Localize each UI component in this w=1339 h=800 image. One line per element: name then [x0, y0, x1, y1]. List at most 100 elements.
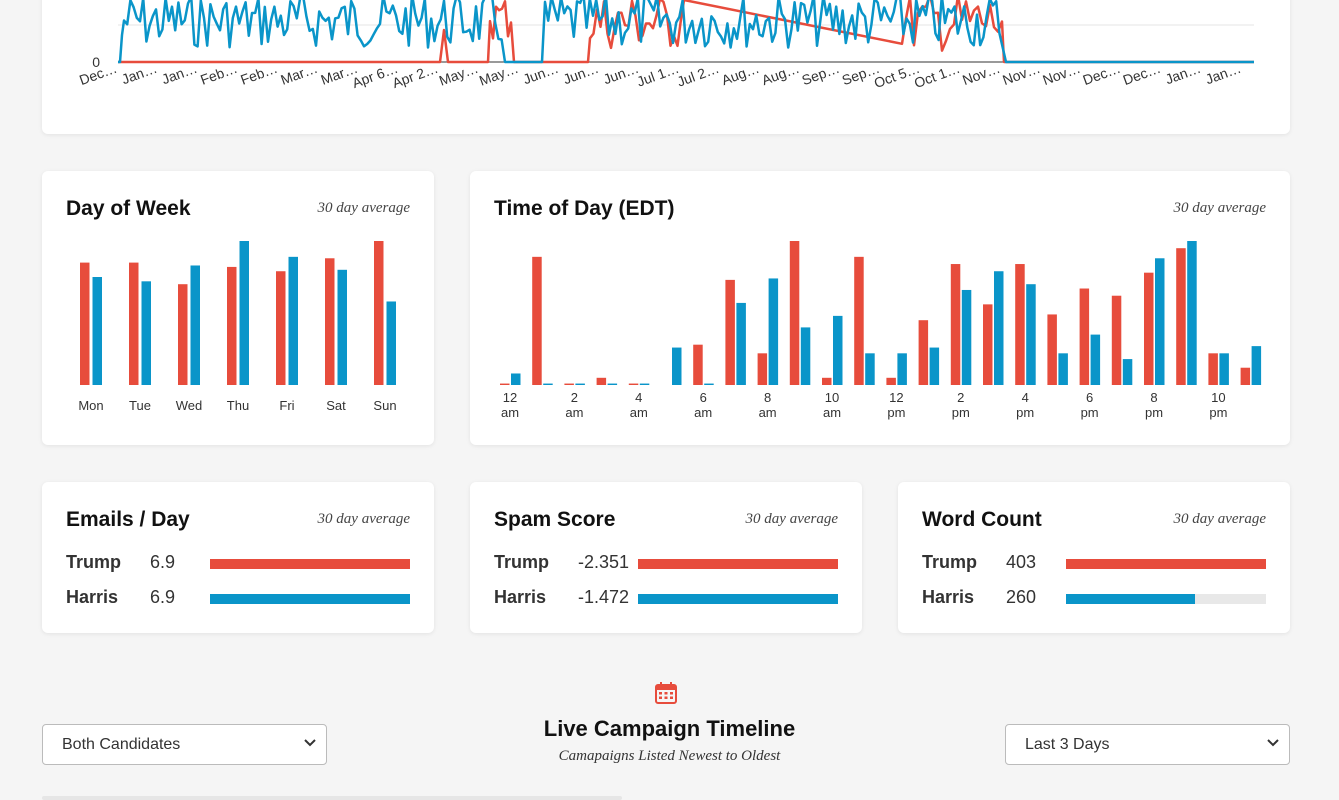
calendar-icon — [655, 682, 677, 704]
live-timeline-subtitle: Camapaigns Listed Newest to Oldest — [558, 748, 781, 764]
tod-tick-label: 4 — [1022, 390, 1029, 405]
spam-row-harris: Harris -1.472 — [494, 587, 838, 609]
tod-bar-harris — [768, 278, 779, 385]
tod-tick-label: am — [759, 405, 777, 420]
tod-bar-harris — [800, 327, 811, 385]
timeline-x-tick-label: Feb… — [198, 60, 239, 88]
candidate-select[interactable]: Both Candidates — [42, 724, 327, 765]
candidate-name: Harris — [66, 587, 119, 607]
timeline-x-tick-label: Jun… — [561, 60, 601, 88]
stat-value: 6.9 — [150, 552, 176, 572]
tod-bar-trump — [1015, 264, 1025, 385]
stat-bar-track — [638, 594, 838, 604]
dow-bar-harris — [288, 256, 298, 385]
tod-bar-trump — [1111, 295, 1122, 385]
dow-bar-trump — [178, 284, 188, 385]
tod-bar-harris — [1187, 241, 1197, 385]
stat-value: 403 — [1006, 552, 1037, 572]
stat-value: 260 — [1006, 587, 1037, 607]
tod-bar-harris — [607, 383, 618, 385]
spam-row-trump: Trump -2.351 — [494, 552, 838, 574]
date-range-select[interactable]: Last 3 Days — [1005, 724, 1290, 765]
stat-bar-track — [638, 559, 838, 569]
candidate-name: Harris — [494, 587, 547, 607]
dow-tick-label: Tue — [129, 398, 151, 413]
tod-bar-harris — [543, 383, 553, 385]
tod-tick-label: 12 — [503, 390, 517, 405]
tod-bar-harris — [1090, 334, 1101, 385]
stat-bar-fill — [1066, 559, 1266, 569]
day-of-week-subtitle: 30 day average — [317, 200, 410, 216]
tod-bar-harris — [704, 383, 714, 385]
tod-bar-harris — [1026, 284, 1036, 385]
dow-bar-trump — [227, 266, 237, 385]
tod-tick-label: am — [501, 405, 519, 420]
tod-bar-trump — [500, 383, 510, 385]
tod-tick-label: 6 — [700, 390, 707, 405]
tod-bar-harris — [1122, 359, 1133, 385]
candidate-name: Harris — [922, 587, 975, 607]
tod-tick-label: am — [823, 405, 841, 420]
timeline-x-tick-label: May… — [477, 60, 520, 89]
tod-bar-harris — [1219, 353, 1229, 385]
tod-tick-label: 8 — [764, 390, 771, 405]
tod-tick-label: pm — [1081, 405, 1099, 420]
tod-tick-label: 2 — [957, 390, 964, 405]
timeline-x-tick-label: Aug… — [719, 60, 761, 88]
emails-row-trump: Trump 6.9 — [66, 552, 410, 574]
tod-tick-label: 4 — [635, 390, 642, 405]
dow-bar-harris — [190, 265, 200, 385]
stat-bar-track — [1066, 594, 1266, 604]
timeline-x-tick-label: Sep… — [800, 60, 842, 88]
tod-bar-harris — [575, 383, 585, 385]
tod-tick-label: am — [694, 405, 712, 420]
tod-bar-harris — [865, 353, 875, 385]
time-of-day-subtitle: 30 day average — [1173, 200, 1266, 216]
dow-bar-trump — [80, 262, 90, 385]
tod-bar-harris — [1058, 353, 1068, 385]
spam-score-card: Spam Score 30 day average Trump -2.351 H… — [470, 482, 862, 633]
day-of-week-chart: Mon Tue Wed Thu Fri Sat Sun — [78, 241, 397, 413]
words-row-harris: Harris 260 — [922, 587, 1266, 609]
tod-tick-label: 10 — [825, 390, 839, 405]
stat-bar-fill — [1066, 594, 1195, 604]
tod-bar-harris — [929, 347, 940, 385]
timeline-y-tick: 0 — [92, 54, 100, 70]
dow-tick-label: Thu — [227, 398, 249, 413]
timeline-x-tick-label: Jan… — [1163, 60, 1203, 88]
timeline-x-tick-label: Aug… — [759, 60, 801, 88]
tod-tick-label: am — [565, 405, 583, 420]
stat-bar-track — [210, 594, 410, 604]
tod-bar-trump — [822, 377, 832, 385]
timeline-x-tick-label: Nov… — [960, 60, 1002, 88]
dow-tick-label: Sun — [373, 398, 396, 413]
words-row-trump: Trump 403 — [922, 552, 1266, 574]
tod-bar-harris — [994, 271, 1004, 385]
word-count-card: Word Count 30 day average Trump 403 Harr… — [898, 482, 1290, 633]
tod-tick-label: 8 — [1150, 390, 1157, 405]
candidate-name: Trump — [494, 552, 550, 572]
tod-tick-label: pm — [887, 405, 905, 420]
tod-tick-label: pm — [952, 405, 970, 420]
dow-bar-harris — [239, 241, 249, 385]
day-of-week-title: Day of Week — [66, 197, 191, 220]
timeline-x-tick-label: Nov… — [1040, 60, 1082, 88]
candidate-select-value: Both Candidates — [62, 736, 181, 753]
stat-value: 6.9 — [150, 587, 176, 607]
tod-bar-trump — [1208, 353, 1218, 385]
stat-bar-track — [1066, 559, 1266, 569]
candidate-name: Trump — [66, 552, 122, 572]
candidate-name: Trump — [922, 552, 978, 572]
tod-tick-label: pm — [1016, 405, 1034, 420]
tod-bar-trump — [628, 383, 639, 385]
timeline-x-tick-label: Mar… — [278, 60, 319, 88]
tod-tick-label: 2 — [571, 390, 578, 405]
tod-bar-harris — [672, 347, 682, 385]
emails-per-day-card: Emails / Day 30 day average Trump 6.9 Ha… — [42, 482, 434, 633]
tod-tick-label: 10 — [1211, 390, 1225, 405]
tod-bar-harris — [961, 289, 972, 385]
timeline-chart-card: 0 Dec… Jan… Jan… Feb… Feb… Mar… Mar… Apr 6… Apr 2… — [42, 0, 1290, 134]
emails-row-harris: Harris 6.9 — [66, 587, 410, 609]
